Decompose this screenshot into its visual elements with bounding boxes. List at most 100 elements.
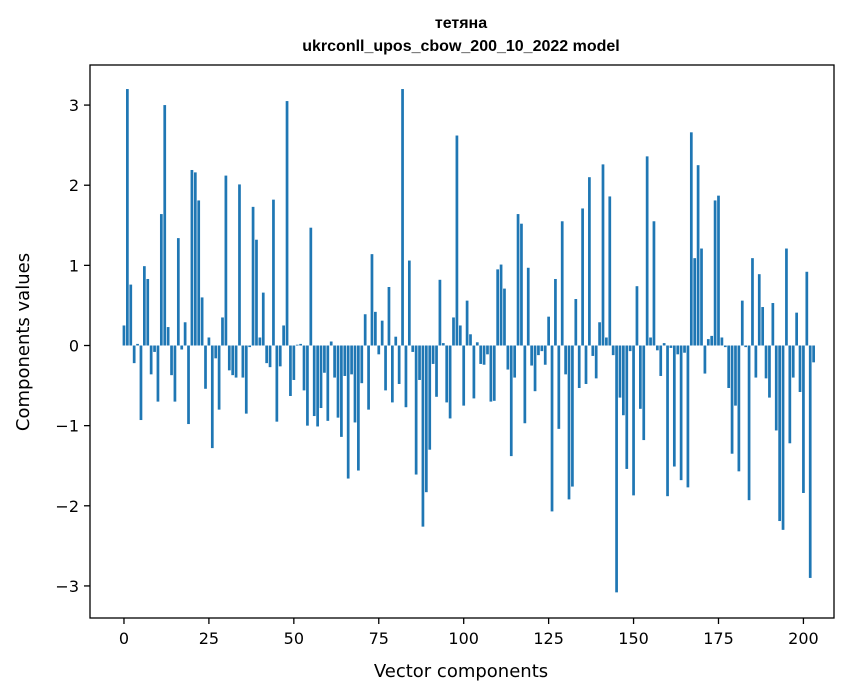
- bar-167: [689, 132, 693, 346]
- bar-17: [180, 345, 184, 350]
- bar-145: [615, 345, 618, 593]
- bar-152: [639, 345, 642, 409]
- bar-116: [516, 214, 520, 346]
- bar-16: [176, 238, 180, 346]
- bar-151: [635, 286, 639, 346]
- bar-121: [533, 345, 537, 392]
- bar-99: [458, 325, 462, 346]
- bar-168: [693, 258, 697, 346]
- bar-156: [652, 221, 656, 346]
- bar-119: [526, 267, 530, 346]
- bar-49: [289, 345, 292, 396]
- bar-170: [700, 248, 703, 346]
- bar-0: [122, 325, 126, 346]
- bar-33: [234, 345, 238, 378]
- bar-89: [424, 345, 428, 493]
- bar-169: [696, 165, 700, 346]
- bar-6: [143, 266, 146, 346]
- bar-181: [737, 345, 741, 472]
- bar-130: [564, 345, 567, 375]
- bar-188: [761, 307, 765, 346]
- x-tick-label: 50: [284, 629, 304, 648]
- bar-153: [642, 345, 646, 441]
- bar-122: [537, 345, 540, 356]
- bar-96: [448, 345, 452, 419]
- bar-158: [659, 345, 663, 376]
- bar-134: [577, 345, 581, 388]
- chart-title-line1: тетяна: [435, 15, 487, 32]
- bar-61: [329, 341, 333, 346]
- bar-157: [655, 345, 659, 351]
- bar-69: [357, 345, 360, 471]
- bar-166: [686, 345, 690, 488]
- bar-193: [778, 345, 781, 522]
- bar-15: [173, 345, 177, 402]
- bar-159: [662, 343, 666, 346]
- bar-179: [730, 345, 734, 454]
- bar-172: [706, 339, 710, 346]
- bar-7: [146, 278, 150, 346]
- bar-59: [323, 345, 326, 373]
- bar-108: [489, 345, 493, 402]
- bar-82: [401, 89, 404, 346]
- bar-103: [472, 345, 476, 399]
- bar-113: [506, 345, 510, 370]
- bar-182: [740, 300, 744, 346]
- y-axis-ticks: −3 −2 −1 0 1 2 3: [55, 96, 90, 596]
- bar-138: [591, 345, 595, 356]
- bar-98: [455, 135, 459, 346]
- bar-163: [676, 345, 680, 355]
- bar-74: [374, 311, 377, 346]
- bar-144: [611, 345, 615, 356]
- bar-110: [496, 269, 500, 346]
- bar-155: [649, 337, 652, 346]
- y-tick-label: −3: [55, 577, 79, 596]
- y-axis-label: Components values: [13, 253, 34, 431]
- bar-114: [509, 345, 513, 457]
- bar-131: [567, 345, 571, 500]
- bar-84: [407, 260, 411, 346]
- bar-44: [272, 199, 275, 346]
- bar-57: [316, 345, 319, 427]
- bar-195: [785, 248, 788, 346]
- bar-8: [149, 345, 153, 375]
- bar-201: [805, 271, 809, 346]
- bar-177: [723, 345, 727, 348]
- bar-66: [346, 345, 350, 479]
- bar-39: [255, 239, 258, 346]
- bar-77: [384, 345, 387, 391]
- x-tick-label: 75: [369, 629, 389, 648]
- bar-137: [588, 177, 591, 346]
- bar-109: [492, 345, 496, 401]
- bar-165: [683, 345, 686, 353]
- bar-194: [781, 345, 785, 530]
- bar-70: [360, 345, 364, 384]
- bar-36: [244, 345, 248, 414]
- bar-148: [625, 345, 629, 469]
- bar-139: [594, 345, 598, 379]
- bar-83: [404, 345, 408, 408]
- bar-184: [747, 345, 751, 501]
- bar-143: [608, 196, 612, 346]
- bar-161: [669, 345, 673, 348]
- bar-12: [163, 105, 167, 346]
- x-axis-label: Vector components: [374, 661, 548, 682]
- bar-180: [734, 345, 737, 406]
- bar-140: [598, 322, 601, 346]
- bar-123: [540, 345, 544, 352]
- bar-24: [204, 345, 207, 389]
- x-tick-label: 25: [199, 629, 219, 648]
- bar-40: [258, 337, 262, 346]
- bar-65: [343, 345, 347, 376]
- bar-21: [193, 172, 197, 346]
- bar-118: [523, 345, 527, 424]
- bar-53: [302, 345, 306, 391]
- bar-71: [363, 314, 367, 346]
- bar-18: [183, 322, 187, 346]
- bar-38: [251, 206, 255, 346]
- bar-37: [248, 345, 252, 348]
- plot-frame: [89, 64, 835, 619]
- bar-30: [224, 175, 228, 346]
- bar-186: [754, 345, 758, 378]
- bar-189: [764, 345, 768, 379]
